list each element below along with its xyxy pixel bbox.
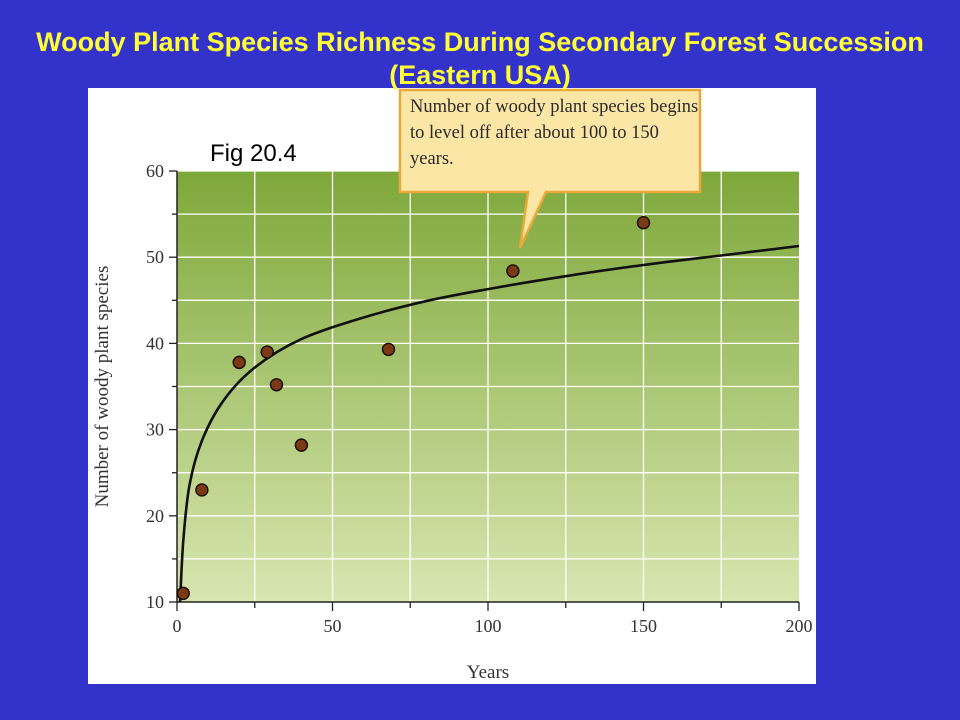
axes xyxy=(169,170,800,611)
y-tick-label: 40 xyxy=(146,333,164,353)
data-point xyxy=(269,378,284,392)
y-tick-label: 60 xyxy=(146,161,164,181)
figure-label: Fig 20.4 xyxy=(210,140,297,167)
x-tick-label: 200 xyxy=(786,616,813,636)
y-tick-label: 20 xyxy=(146,506,164,526)
y-tick-label: 30 xyxy=(146,420,164,440)
y-axis-title: Number of woody plant species xyxy=(92,266,113,508)
data-points xyxy=(176,216,651,601)
x-axis-title: Years xyxy=(467,662,509,683)
data-point xyxy=(260,345,274,359)
data-point xyxy=(232,355,246,370)
x-tick-label: 100 xyxy=(475,616,502,636)
tick-labels: 10 20 30 40 50 60 0 50 100 150 200 xyxy=(146,161,813,636)
x-tick-label: 0 xyxy=(173,616,182,636)
data-point xyxy=(506,264,520,278)
y-tick-label: 50 xyxy=(146,247,164,267)
data-point xyxy=(294,438,309,452)
data-point xyxy=(176,586,190,601)
figure-panel: 10 20 30 40 50 60 0 50 100 150 200 Years Number of… xyxy=(88,88,816,684)
x-tick-label: 50 xyxy=(324,616,342,636)
y-tick-label: 10 xyxy=(146,592,164,612)
data-point xyxy=(636,216,651,230)
trend-curve xyxy=(178,244,800,603)
data-point xyxy=(381,342,396,357)
slide-title: Woody Plant Species Richness During Seco… xyxy=(36,27,924,90)
data-point xyxy=(195,483,209,497)
grid xyxy=(177,170,799,602)
x-tick-label: 150 xyxy=(630,616,657,636)
callout-text: Number of woody plant species begins to … xyxy=(410,97,699,169)
chart: 10 20 30 40 50 60 0 50 100 150 200 Years Number of… xyxy=(92,88,813,683)
callout-box xyxy=(398,88,702,249)
